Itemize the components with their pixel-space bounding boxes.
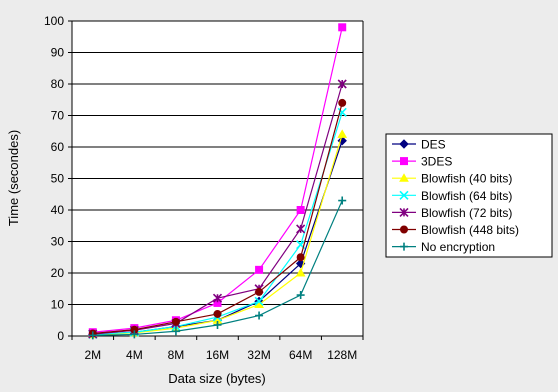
legend-item: Blowfish (64 bits) xyxy=(392,189,512,203)
data-point xyxy=(212,293,223,303)
legend-label: Blowfish (40 bits) xyxy=(421,172,512,186)
x-tick-label: 16M xyxy=(206,348,229,362)
data-point xyxy=(255,287,264,296)
legend-label: Blowfish (72 bits) xyxy=(421,206,512,220)
data-point xyxy=(255,311,264,320)
y-tick-label: 70 xyxy=(51,109,65,123)
data-point xyxy=(337,129,348,138)
data-point xyxy=(295,267,306,277)
legend-marker xyxy=(399,207,409,217)
y-tick-label: 0 xyxy=(57,329,64,343)
y-tick-label: 40 xyxy=(51,203,65,217)
legend-items: DES 3DES Blowfish (40 bits) Blowfish (64 bi… xyxy=(392,138,519,254)
legend-label: DES xyxy=(421,138,446,152)
grid-layer xyxy=(72,20,363,336)
legend-label: Blowfish (448 bits) xyxy=(421,223,519,237)
legend-label: 3DES xyxy=(421,155,452,169)
legend-item: DES xyxy=(392,138,446,152)
y-tick-label: 20 xyxy=(51,266,65,280)
legend-marker xyxy=(399,190,409,200)
x-tick-label: 128M xyxy=(327,348,357,362)
y-tick-label: 90 xyxy=(51,46,65,60)
data-point xyxy=(338,98,347,107)
legend-marker xyxy=(400,157,408,166)
data-point xyxy=(171,327,180,336)
data-point xyxy=(338,23,347,32)
data-point xyxy=(130,330,139,339)
axes-layer: 0 10 20 30 40 50 60 70 80 90 100 2M 4M 8M 16M 32M 64M 128… xyxy=(44,14,364,362)
y-axis-title: Time (secondes) xyxy=(6,130,21,226)
legend-item: Blowfish (40 bits) xyxy=(392,172,512,186)
data-point xyxy=(296,291,305,300)
legend-item: No encryption xyxy=(392,240,495,254)
x-tick-label: 8M xyxy=(168,348,185,362)
legend-marker xyxy=(400,225,408,234)
data-point xyxy=(213,320,222,329)
series-5 xyxy=(88,98,347,338)
legend-item: Blowfish (72 bits) xyxy=(392,206,512,220)
x-tick-label: 2M xyxy=(84,348,101,362)
data-point xyxy=(338,196,347,205)
legend-item: Blowfish (448 bits) xyxy=(392,223,519,237)
series-layer xyxy=(87,23,348,340)
legend: DES 3DES Blowfish (40 bits) Blowfish (64 bi… xyxy=(385,133,553,258)
y-tick-label: 80 xyxy=(51,77,65,91)
data-point xyxy=(171,317,180,326)
data-point xyxy=(296,206,305,214)
x-tick-label: 32M xyxy=(247,348,270,362)
legend-label: Blowfish (64 bits) xyxy=(421,189,512,203)
legend-label: No encryption xyxy=(421,240,495,254)
legend-marker xyxy=(400,242,408,251)
data-point xyxy=(88,331,97,340)
y-tick-label: 30 xyxy=(51,235,65,249)
data-point xyxy=(296,253,305,262)
data-point xyxy=(213,309,222,318)
y-tick-label: 10 xyxy=(51,298,65,312)
x-axis-title: Data size (bytes) xyxy=(168,371,266,386)
series-6 xyxy=(88,196,347,340)
y-tick-label: 50 xyxy=(51,172,65,186)
data-point xyxy=(254,296,264,306)
x-tick-label: 64M xyxy=(289,348,312,362)
legend-item: 3DES xyxy=(392,155,452,169)
x-tick-label: 4M xyxy=(126,348,143,362)
data-point xyxy=(337,79,347,89)
data-point xyxy=(296,224,306,234)
y-tick-label: 100 xyxy=(44,14,64,28)
y-tick-label: 60 xyxy=(51,140,65,154)
data-point xyxy=(255,265,264,274)
legend-marker xyxy=(399,139,409,149)
legend-marker xyxy=(399,173,409,182)
